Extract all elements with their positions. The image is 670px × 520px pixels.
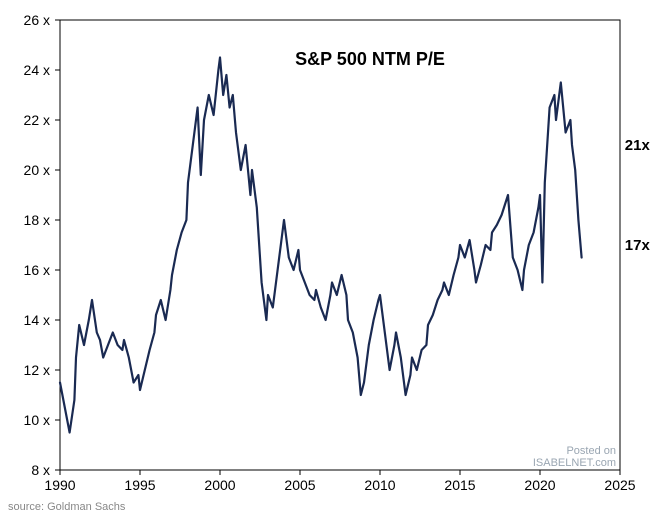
- annotations: 21x 17x: [625, 137, 651, 254]
- chart-container: 8 x10 x12 x14 x16 x18 x20 x22 x24 x26 x …: [0, 0, 670, 520]
- y-tick-label: 10 x: [24, 412, 50, 428]
- source-text: source: Goldman Sachs: [8, 501, 126, 513]
- watermark-line1: Posted on: [566, 445, 616, 457]
- watermark: Posted on ISABELNET.com: [533, 445, 616, 469]
- y-tick-label: 12 x: [24, 362, 50, 378]
- x-tick-label: 2010: [364, 477, 395, 493]
- y-tick-label: 14 x: [24, 312, 50, 328]
- chart-title: S&P 500 NTM P/E: [295, 49, 445, 69]
- y-axis-ticks: 8 x 10 x 12 x 14 x 16 x 18 x 20 x 22 x 24 x 26 x: [24, 12, 60, 478]
- chart-svg: 8 x10 x12 x14 x16 x18 x20 x22 x24 x26 x …: [0, 0, 670, 520]
- x-axis-ticks: 1990 1995 2000 2005 2010 2015 2020 2025: [44, 470, 635, 493]
- plot-border: [60, 20, 620, 470]
- y-tick-label: 20 x: [24, 162, 50, 178]
- annotation-label: 17x: [625, 237, 651, 254]
- y-tick-label: 22 x: [24, 112, 50, 128]
- watermark-line2: ISABELNET.com: [533, 457, 616, 469]
- y-tick-label: 8 x: [31, 462, 50, 478]
- x-tick-label: 2000: [204, 477, 235, 493]
- x-tick-label: 2015: [444, 477, 475, 493]
- y-tick-label: 16 x: [24, 262, 50, 278]
- y-tick-label: 18 x: [24, 212, 50, 228]
- y-tick-label: 26 x: [24, 12, 50, 28]
- series-line: [60, 58, 582, 433]
- x-tick-label: 1995: [124, 477, 155, 493]
- x-tick-label: 2025: [604, 477, 635, 493]
- y-tick-label: 24 x: [24, 62, 50, 78]
- x-tick-label: 1990: [44, 477, 75, 493]
- x-tick-label: 2005: [284, 477, 315, 493]
- annotation-label: 21x: [625, 137, 651, 154]
- x-tick-label: 2020: [524, 477, 555, 493]
